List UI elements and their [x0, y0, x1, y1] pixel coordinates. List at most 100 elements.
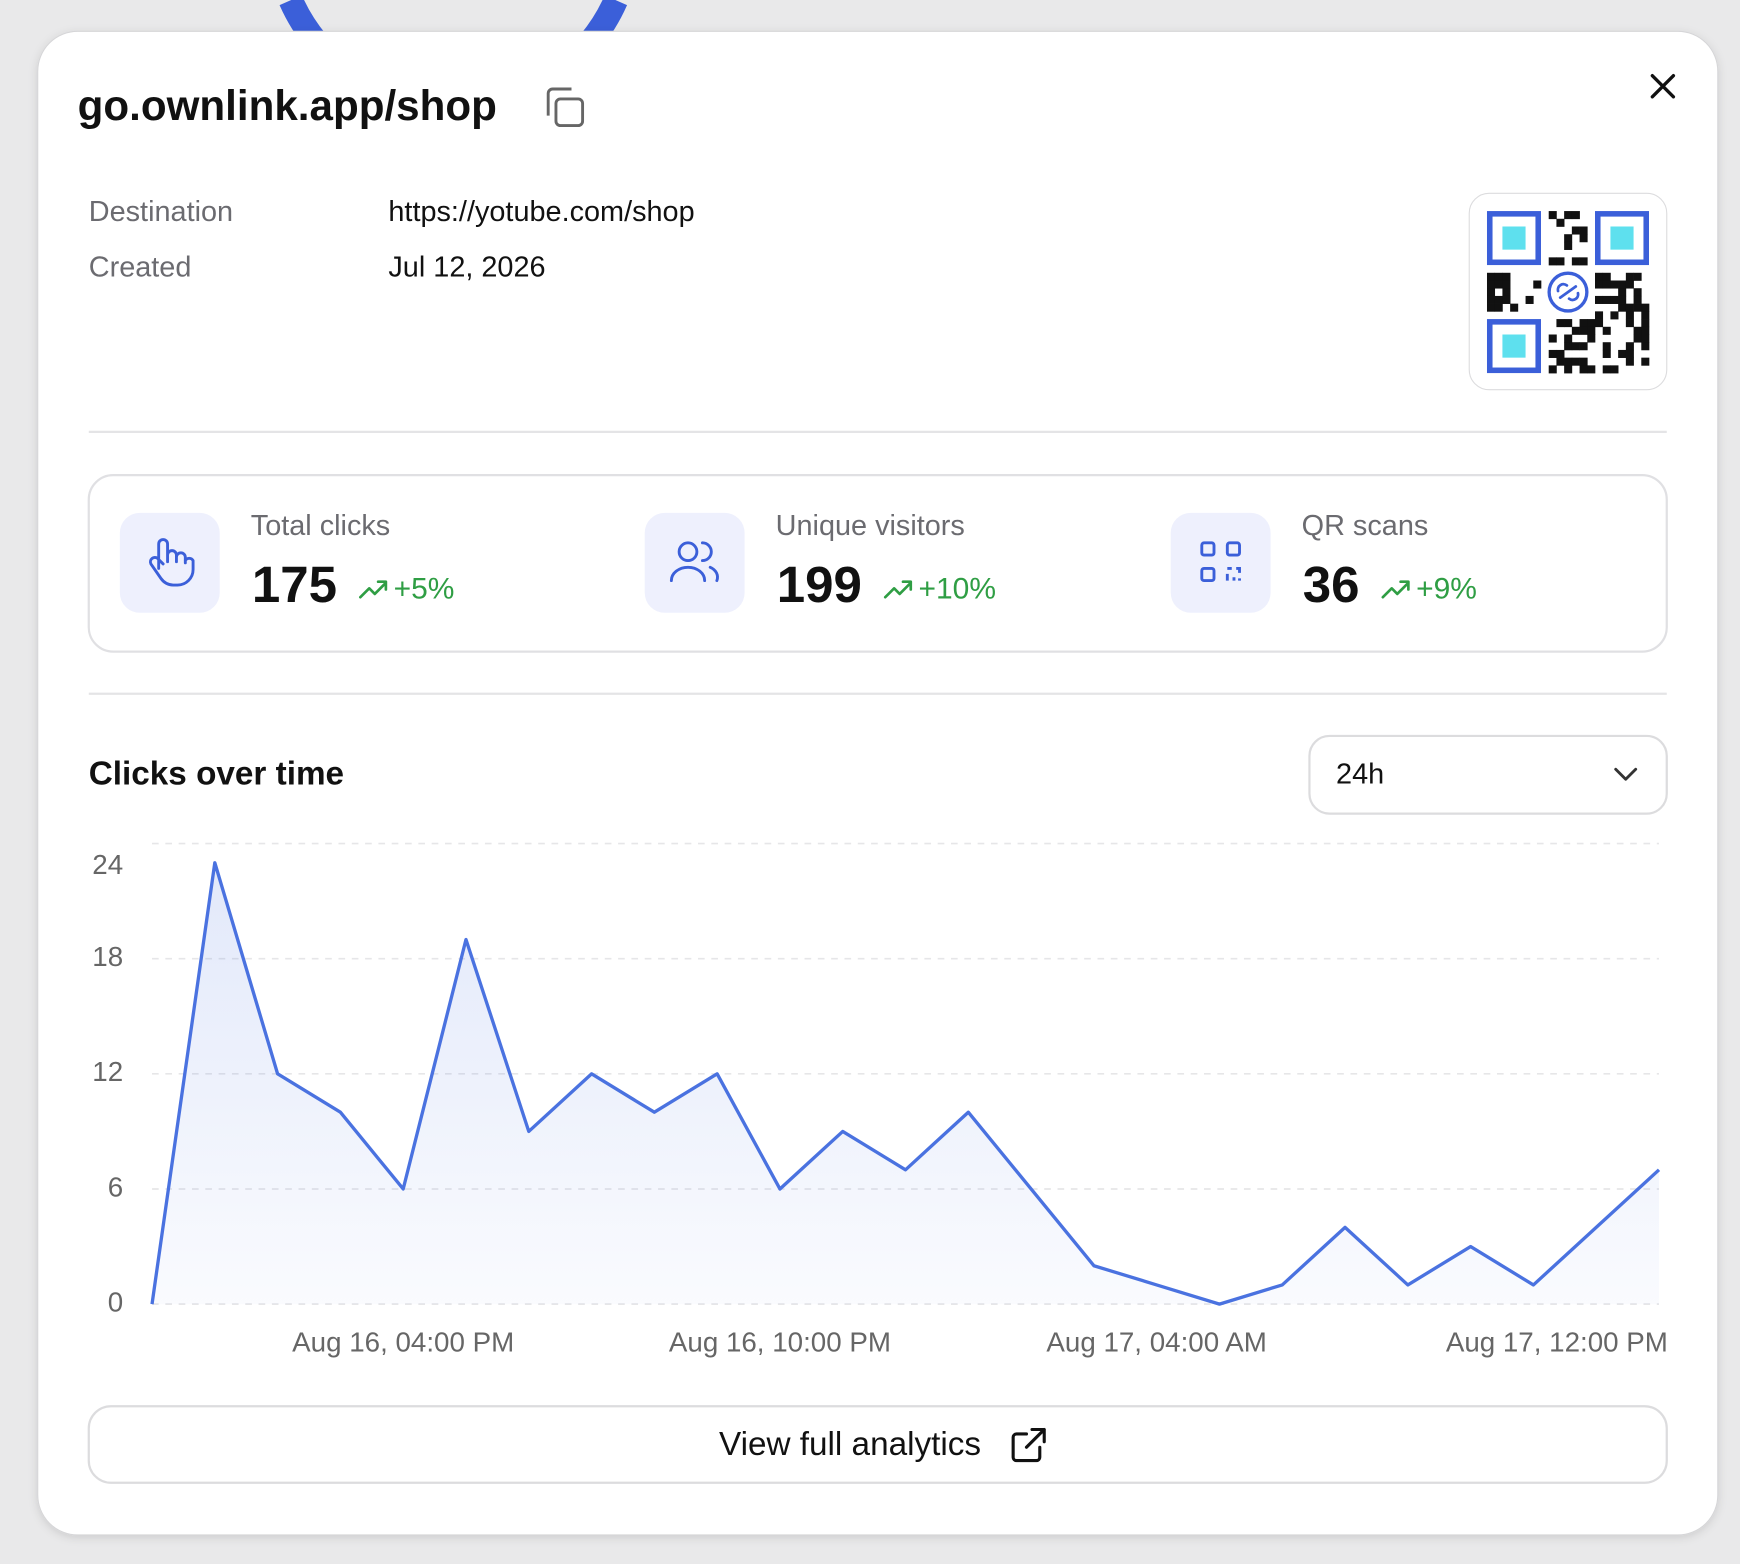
qr-module — [1548, 257, 1557, 266]
qr-module — [1486, 272, 1496, 281]
close-button[interactable] — [1650, 74, 1676, 99]
qr-module — [1633, 295, 1642, 304]
stat-icon — [119, 512, 220, 613]
qr-module — [1571, 342, 1580, 351]
qr-module — [1548, 334, 1557, 343]
qr-module — [1571, 211, 1580, 220]
detail-value: https://yotube.com/shop — [388, 196, 694, 228]
qr-module — [1602, 342, 1611, 351]
qr-module — [1548, 365, 1557, 374]
stat-value: 36 — [1303, 556, 1360, 613]
stat-change: +5% — [394, 572, 455, 605]
qr-module — [1579, 357, 1588, 366]
qr-module — [1595, 295, 1604, 304]
qr-module — [1564, 357, 1573, 366]
stats-card — [87, 474, 1668, 653]
qr-module — [1564, 365, 1573, 374]
qr-module — [1595, 311, 1604, 320]
range-select[interactable] — [1308, 734, 1668, 815]
qr-module — [1579, 365, 1588, 374]
stat-label: QR scans — [1302, 510, 1429, 542]
qr-module — [1602, 326, 1611, 335]
qr-module — [1571, 226, 1580, 235]
qr-module — [1625, 272, 1634, 281]
qr-module — [1602, 365, 1611, 374]
qr-module — [1625, 357, 1634, 366]
qr-module — [1610, 280, 1619, 289]
qr-finder — [1486, 319, 1541, 374]
x-tick-label: Aug 16, 04:00 PM — [292, 1326, 514, 1357]
range-value: 24h — [1336, 759, 1384, 791]
qr-module — [1486, 295, 1496, 304]
qr-module — [1641, 342, 1650, 351]
stat-change: +10% — [919, 572, 996, 605]
detail-label: Destination — [89, 196, 233, 228]
qr-module — [1494, 272, 1503, 281]
qr-module — [1641, 303, 1650, 312]
qr-module — [1595, 272, 1604, 281]
trend-icon — [1381, 580, 1410, 599]
qr-module — [1533, 280, 1542, 289]
qr-module — [1602, 295, 1611, 304]
qr-module — [1587, 326, 1596, 335]
qr-module — [1625, 319, 1634, 328]
qr-module — [1595, 280, 1604, 289]
stat-label: Total clicks — [251, 510, 390, 542]
x-tick-label: Aug 17, 04:00 AM — [1046, 1326, 1267, 1357]
qr-module — [1502, 295, 1511, 304]
qr-module — [1556, 349, 1565, 358]
qr-module — [1625, 349, 1634, 358]
qr-finder-center — [1502, 334, 1526, 358]
qr-module — [1587, 365, 1596, 374]
stat-value: 175 — [252, 556, 337, 613]
qr-finder — [1595, 211, 1650, 266]
qr-module — [1618, 288, 1627, 297]
qr-module — [1486, 303, 1496, 312]
qr-module — [1625, 280, 1634, 289]
qr-module — [1502, 288, 1511, 297]
qr-module — [1556, 218, 1565, 227]
area — [152, 862, 1659, 1305]
qr-module — [1556, 257, 1565, 266]
qr-module — [1579, 234, 1588, 243]
qr-module — [1618, 280, 1627, 289]
qr-module — [1625, 342, 1634, 351]
qr-module — [1602, 349, 1611, 358]
qr-logo-link — [1556, 282, 1580, 302]
qr-module — [1633, 334, 1642, 343]
y-tick-label: 18 — [92, 941, 123, 972]
stat-value: 199 — [777, 556, 862, 613]
stat-change: +9% — [1416, 572, 1477, 605]
qr-module — [1494, 295, 1503, 304]
copy-button[interactable] — [546, 87, 585, 128]
qr-module — [1595, 319, 1604, 328]
qr-module — [1641, 319, 1650, 328]
qr-module — [1571, 357, 1580, 366]
analytics-button[interactable] — [87, 1405, 1668, 1484]
trend-icon — [883, 580, 913, 599]
qr-module — [1602, 280, 1611, 289]
qr-module — [1494, 303, 1503, 312]
qr-module — [1571, 326, 1580, 335]
qr-module — [1641, 326, 1650, 335]
qr-module — [1564, 334, 1573, 343]
chart: 0 6 12 18 24 Aug 16, 04:00 PM Aug 16, 10:00 PM… — [92, 842, 1668, 1357]
qr-module — [1579, 319, 1588, 328]
qr-module — [1564, 319, 1573, 328]
qr-module — [1633, 326, 1642, 335]
qr-module — [1587, 319, 1596, 328]
qr-module — [1610, 365, 1619, 374]
qr-module — [1633, 288, 1642, 297]
qr-module — [1633, 272, 1642, 281]
qr-module — [1486, 288, 1496, 297]
detail-label: Created — [89, 251, 192, 283]
qr-module — [1564, 342, 1573, 351]
qr-module — [1564, 211, 1573, 220]
stat-label: Unique visitors — [776, 510, 965, 542]
stat-icon — [644, 512, 745, 613]
qr-module — [1564, 241, 1573, 250]
qr-module — [1641, 357, 1650, 366]
qr-module — [1618, 303, 1627, 312]
link-title: go.ownlink.app/shop — [78, 82, 497, 129]
x-tick-label: Aug 16, 10:00 PM — [669, 1326, 891, 1357]
